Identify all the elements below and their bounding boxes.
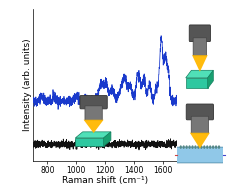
Circle shape: [194, 145, 196, 149]
Circle shape: [182, 145, 184, 149]
FancyBboxPatch shape: [192, 38, 206, 56]
FancyBboxPatch shape: [80, 96, 107, 109]
Polygon shape: [185, 78, 207, 88]
X-axis label: Raman shift (cm⁻¹): Raman shift (cm⁻¹): [62, 176, 147, 185]
Circle shape: [197, 145, 199, 149]
Polygon shape: [185, 70, 212, 78]
Y-axis label: Intensity (arb. units): Intensity (arb. units): [22, 39, 32, 131]
Circle shape: [208, 145, 210, 149]
FancyBboxPatch shape: [185, 104, 213, 120]
Polygon shape: [191, 55, 207, 72]
FancyBboxPatch shape: [85, 106, 102, 120]
Circle shape: [205, 145, 208, 149]
Circle shape: [202, 145, 205, 149]
Polygon shape: [189, 133, 209, 149]
Polygon shape: [83, 120, 103, 133]
Polygon shape: [75, 132, 110, 138]
Circle shape: [199, 145, 202, 149]
Circle shape: [211, 145, 213, 149]
Circle shape: [214, 145, 216, 149]
Circle shape: [188, 145, 190, 149]
FancyBboxPatch shape: [188, 25, 210, 42]
FancyBboxPatch shape: [191, 116, 208, 133]
Polygon shape: [75, 138, 103, 146]
Circle shape: [179, 145, 181, 149]
FancyBboxPatch shape: [175, 147, 223, 163]
Polygon shape: [207, 70, 212, 88]
Circle shape: [191, 145, 193, 149]
Circle shape: [185, 145, 187, 149]
Circle shape: [217, 145, 219, 149]
Polygon shape: [103, 132, 110, 146]
